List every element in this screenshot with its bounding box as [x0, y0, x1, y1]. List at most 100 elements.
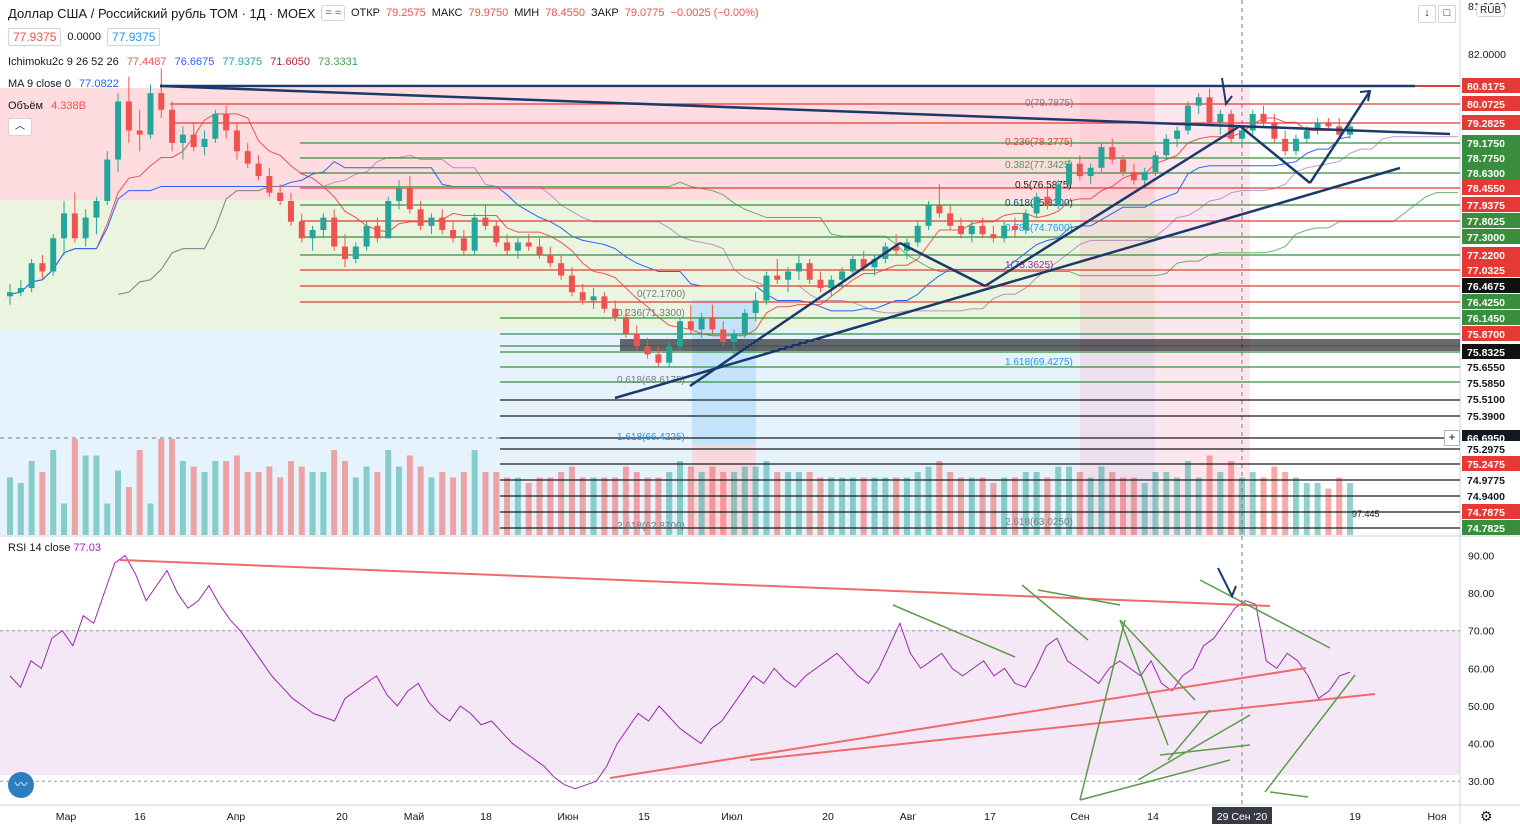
volume-bar — [320, 472, 327, 535]
price-label-box — [1462, 135, 1520, 150]
candle-body — [71, 213, 78, 239]
volume-bar — [568, 466, 575, 535]
candle-body — [1076, 163, 1083, 177]
volume-legend[interactable]: Объём 4.338B — [8, 100, 91, 112]
volume-bar — [601, 477, 608, 535]
candle-body — [774, 275, 781, 280]
volume-bar — [82, 455, 89, 535]
candle-body — [374, 225, 381, 239]
rsi-tick: 70.00 — [1468, 626, 1494, 638]
candle-body — [936, 205, 943, 214]
price-label-box — [1462, 180, 1520, 195]
ichimoku-legend[interactable]: Ichimoku2c 9 26 52 26 77.4487 76.6675 77… — [8, 56, 363, 68]
candle-body — [1325, 122, 1332, 127]
price-label: 78.7750 — [1467, 153, 1505, 165]
volume-bar — [417, 466, 424, 535]
maximize-icon[interactable]: □ — [1438, 5, 1456, 23]
candle-body — [871, 259, 878, 268]
compare-icon[interactable]: = ≈ — [321, 5, 345, 21]
gear-icon[interactable]: ⚙ — [1480, 808, 1493, 824]
candle-body — [190, 134, 197, 148]
volume-bar — [1303, 483, 1310, 535]
candle-body — [93, 200, 100, 218]
trend-line — [1239, 125, 1311, 184]
volume-bar — [7, 477, 13, 535]
candle-body — [396, 188, 403, 201]
candle-body — [363, 225, 370, 247]
chart-header: Доллар США / Российский рубль ТОМ · 1Д ·… — [0, 0, 1468, 26]
volume-bar — [687, 466, 694, 535]
candle-body — [1271, 122, 1278, 139]
candle-body — [158, 93, 165, 110]
down-arrow-icon[interactable]: ↓ — [1418, 5, 1436, 23]
sell-button[interactable]: 77.9375 — [8, 28, 62, 46]
candle-body — [1206, 97, 1213, 123]
price-label-box — [1462, 326, 1520, 341]
volume-bar — [1012, 477, 1018, 535]
volume-bar — [352, 477, 359, 535]
candle-body — [957, 225, 964, 235]
rsi-drawing-line — [1269, 791, 1309, 798]
tradingview-logo-icon[interactable]: 〰 — [8, 772, 34, 798]
trend-line — [984, 124, 1241, 288]
time-tick: 17 — [984, 811, 996, 823]
volume-bar — [893, 477, 900, 535]
volume-bar — [655, 477, 662, 535]
volume-bar — [342, 461, 348, 535]
volume-bar — [1292, 477, 1299, 535]
volume-bar — [590, 477, 597, 535]
volume-bar — [817, 477, 824, 535]
collapse-legend-icon[interactable]: ︿ — [8, 118, 32, 136]
price-label: 75.8700 — [1467, 329, 1505, 341]
price-label: 75.2475 — [1467, 459, 1505, 471]
candle-body — [406, 188, 413, 210]
volume-bar — [1347, 483, 1353, 535]
symbol-title[interactable]: Доллар США / Российский рубль ТОМ · 1Д ·… — [8, 5, 316, 21]
volume-bar — [957, 477, 964, 535]
price-label: 76.4250 — [1467, 297, 1505, 309]
volume-bar — [612, 477, 619, 535]
volume-bar — [61, 503, 68, 535]
candle-body — [352, 246, 359, 260]
volume-bar — [1174, 477, 1181, 535]
time-cursor-box — [1212, 807, 1272, 824]
candle-body — [17, 288, 24, 293]
currency-badge[interactable]: RUB — [1476, 4, 1506, 17]
candle-body — [655, 354, 662, 363]
candle-body — [1022, 213, 1029, 230]
fib-label: 0(72.1700) — [637, 289, 685, 300]
volume-bar — [179, 461, 186, 535]
candle-body — [1001, 225, 1008, 239]
time-tick: 20 — [336, 811, 348, 823]
volume-bar — [223, 461, 230, 535]
rsi-legend[interactable]: RSI 14 close 77.03 — [8, 542, 101, 554]
time-tick: Июн — [557, 811, 578, 823]
candle-body — [104, 159, 111, 201]
down-arrow-mark — [1221, 77, 1233, 107]
price-label: 79.1750 — [1467, 138, 1505, 150]
time-tick: 18 — [480, 811, 492, 823]
buy-button[interactable]: 77.9375 — [107, 28, 161, 46]
price-label: 75.3900 — [1467, 411, 1505, 423]
rsi-drawing-line — [1119, 619, 1169, 746]
volume-bar — [558, 472, 565, 535]
price-label-box — [1462, 441, 1520, 456]
price-label-box — [1462, 391, 1520, 406]
add-alert-icon[interactable]: + — [1444, 430, 1460, 446]
price-label-box — [1462, 520, 1520, 535]
volume-bar — [201, 472, 208, 535]
volume-bar — [914, 472, 921, 535]
ma-legend[interactable]: MA 9 close 0 77.0822 — [8, 78, 124, 90]
candle-body — [1109, 147, 1116, 160]
trend-line — [614, 166, 1401, 400]
ichimoku-v4: 71.6050 — [270, 56, 310, 68]
volume-bar — [666, 472, 673, 535]
change-value: −0.0025 (−0.00%) — [670, 7, 759, 19]
ichimoku-v1: 77.4487 — [126, 56, 167, 68]
volume-bar — [698, 472, 705, 535]
volume-bar — [17, 483, 24, 535]
fib-label: 0.382(77.3425) — [1005, 160, 1073, 171]
candle-body — [568, 275, 575, 293]
candle-body — [320, 217, 327, 230]
